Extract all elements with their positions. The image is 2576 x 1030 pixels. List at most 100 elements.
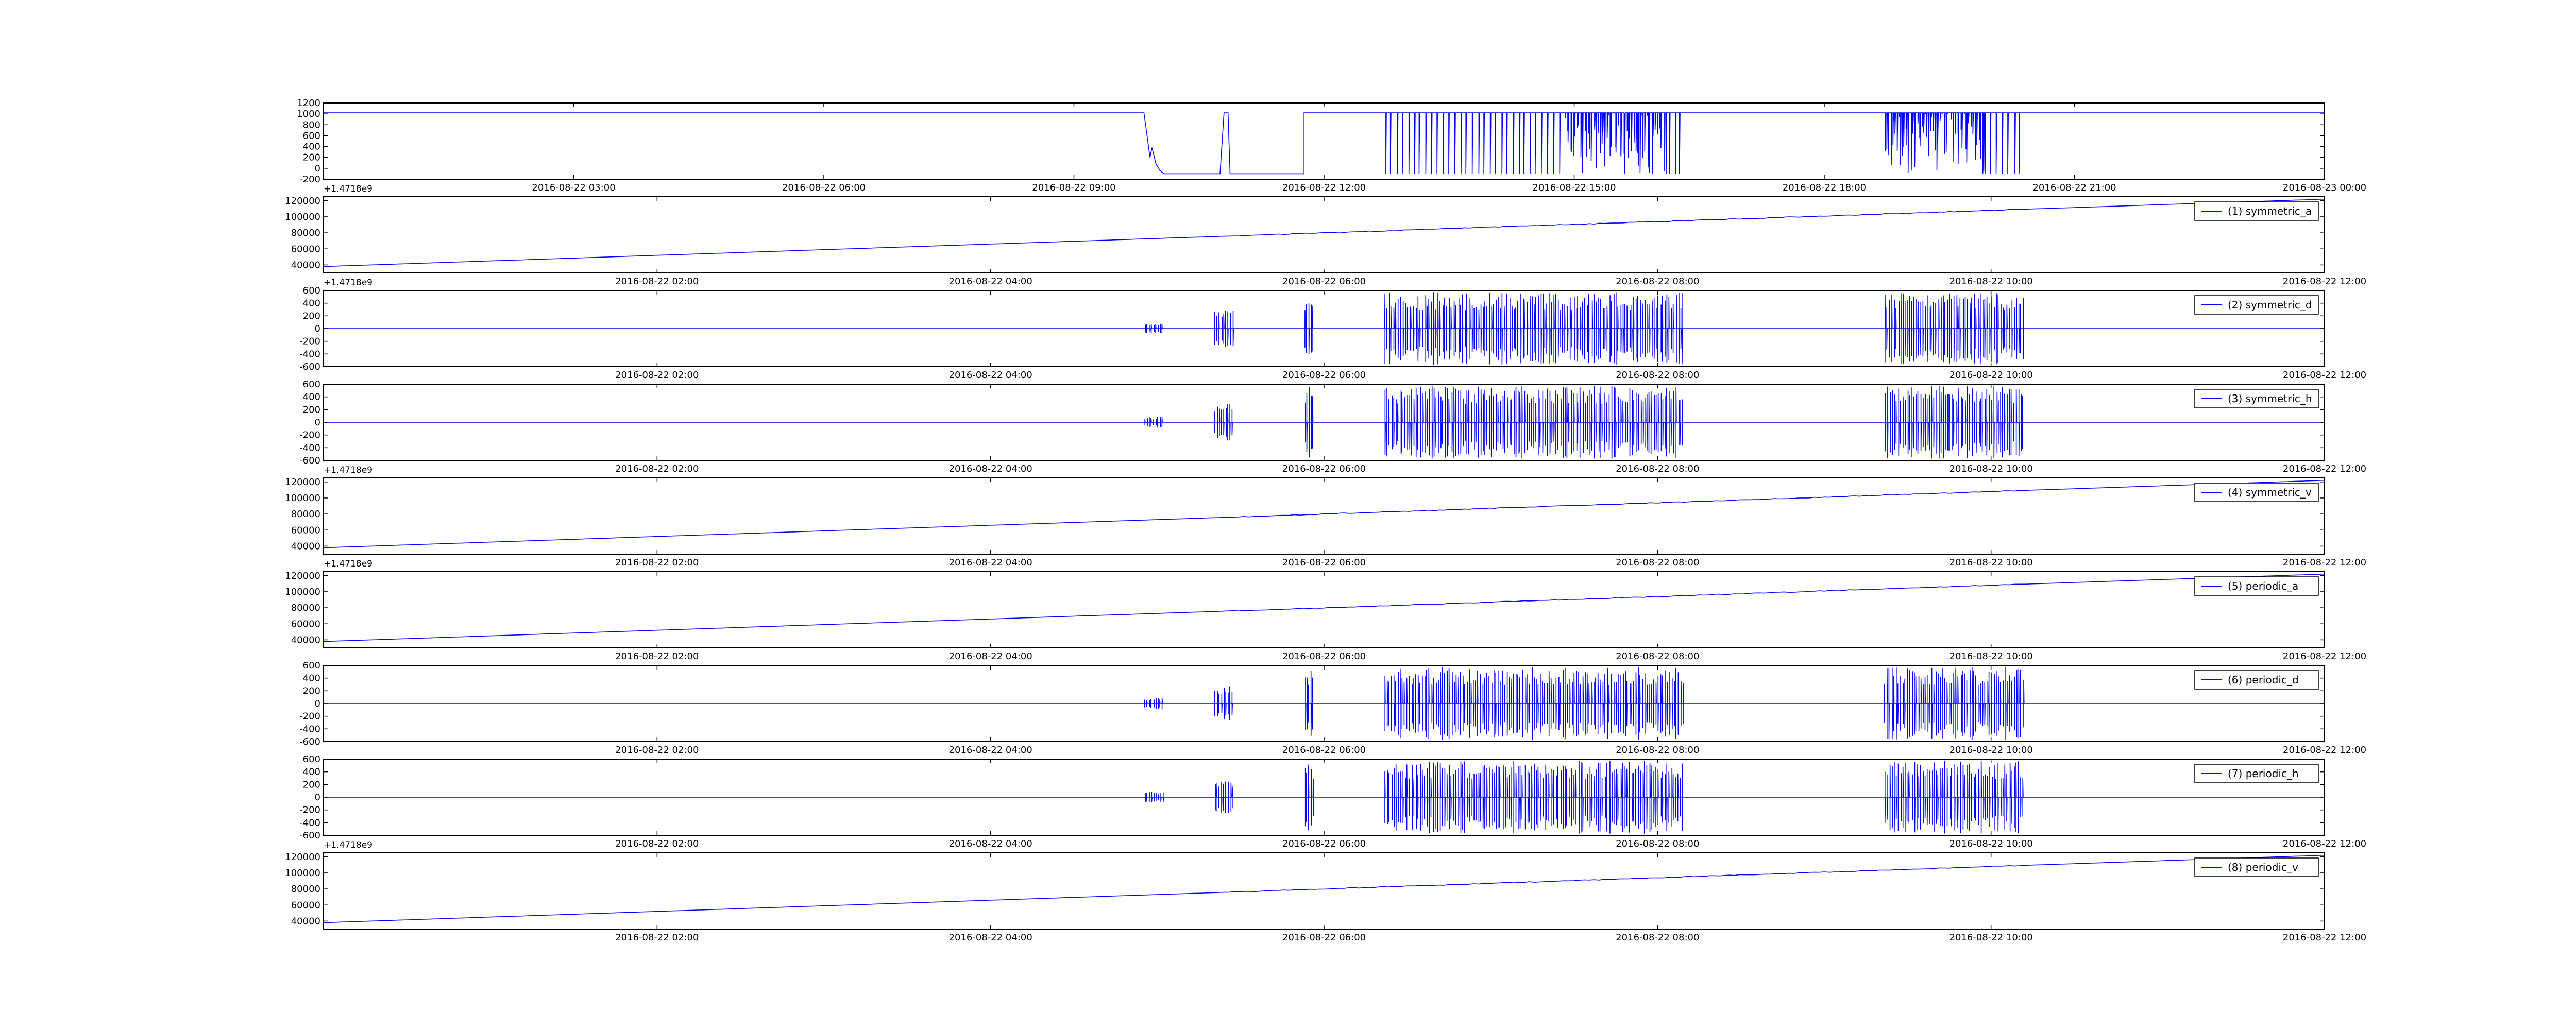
x-tick-label: 2016-08-22 06:00 <box>1282 745 1366 756</box>
y-tick-label: 0 <box>315 698 320 709</box>
x-tick-label: 2016-08-22 10:00 <box>1950 276 2033 287</box>
axes-frame-1 <box>323 102 2325 180</box>
x-tick-label: 2016-08-22 08:00 <box>1616 464 1699 474</box>
x-tick-label: 2016-08-22 04:00 <box>949 464 1032 474</box>
x-tick-label: 2016-08-22 18:00 <box>1783 182 1866 193</box>
x-tick-label: 2016-08-22 06:00 <box>1282 370 1366 381</box>
x-tick-label: 2016-08-22 10:00 <box>1950 932 2033 943</box>
y-tick-label: 120000 <box>285 852 320 863</box>
x-offset-label: +1.4718e9 <box>324 184 372 194</box>
x-tick-label: 2016-08-22 12:00 <box>2283 745 2366 756</box>
x-tick-label: 2016-08-22 02:00 <box>615 745 699 756</box>
x-tick-label: 2016-08-22 08:00 <box>1616 557 1699 568</box>
y-tick-label: -600 <box>299 362 320 372</box>
y-tick-label: 0 <box>315 163 320 174</box>
y-tick-label: 100000 <box>285 493 320 504</box>
y-tick-label: 600 <box>303 754 320 765</box>
y-tick-label: 100000 <box>285 212 320 222</box>
x-tick-label: 2016-08-22 02:00 <box>615 276 699 287</box>
x-offset-label: +1.4718e9 <box>324 559 372 569</box>
x-tick-label: 2016-08-22 12:00 <box>2283 651 2366 662</box>
y-tick-label: 400 <box>303 142 320 152</box>
y-tick-label: 200 <box>303 779 320 790</box>
legend-label-7: (6) periodic_d <box>2228 674 2299 686</box>
x-tick-label: 2016-08-22 12:00 <box>2283 557 2366 568</box>
y-tick-label: 400 <box>303 298 320 309</box>
y-tick-label: -200 <box>299 711 320 722</box>
x-tick-label: 2016-08-22 08:00 <box>1616 651 1699 662</box>
y-tick-label: 0 <box>315 323 320 334</box>
y-tick-label: 40000 <box>291 541 320 552</box>
y-tick-label: 40000 <box>291 916 320 926</box>
x-tick-label: 2016-08-22 09:00 <box>1032 182 1115 193</box>
y-tick-label: 100000 <box>285 868 320 879</box>
y-tick-label: 400 <box>303 392 320 403</box>
y-tick-label: 120000 <box>285 477 320 488</box>
subplot-9: 120000 100000 80000 60000 40000 2016-08-22 02… <box>285 852 2366 943</box>
y-tick-label: 80000 <box>291 509 320 520</box>
x-tick-label: 2016-08-22 12:00 <box>1282 182 1366 193</box>
x-tick-label: 2016-08-22 10:00 <box>1950 838 2033 849</box>
y-tick-label: -400 <box>299 817 320 828</box>
y-tick-label: -600 <box>299 830 320 841</box>
y-tick-label: 200 <box>303 311 320 321</box>
y-tick-label: 400 <box>303 767 320 778</box>
axes-frame-6 <box>323 571 2325 648</box>
y-tick-label: -200 <box>299 336 320 347</box>
data-line-4 <box>324 386 2325 459</box>
y-tick-label: 80000 <box>291 228 320 238</box>
x-tick-label: 2016-08-22 08:00 <box>1616 370 1699 381</box>
y-tick-label: -600 <box>299 736 320 747</box>
subplot-2: 120000 100000 80000 60000 40000 2016-08-22 02… <box>285 196 2366 288</box>
y-tick-label: -200 <box>299 174 320 185</box>
x-tick-label: 2016-08-22 12:00 <box>2283 932 2366 943</box>
y-tick-label: -400 <box>299 724 320 734</box>
x-tick-label: 2016-08-22 02:00 <box>615 838 699 849</box>
y-tick-label: 80000 <box>291 884 320 895</box>
x-tick-label: 2016-08-22 03:00 <box>532 182 615 193</box>
y-tick-label: 80000 <box>291 603 320 613</box>
y-tick-label: 400 <box>303 673 320 684</box>
x-tick-label: 2016-08-22 02:00 <box>615 370 699 381</box>
x-tick-label: 2016-08-22 02:00 <box>615 557 699 568</box>
y-tick-label: -200 <box>299 805 320 816</box>
x-tick-label: 2016-08-22 02:00 <box>615 651 699 662</box>
x-tick-label: 2016-08-22 10:00 <box>1950 464 2033 474</box>
y-tick-label: 1200 <box>297 98 320 109</box>
x-tick-label: 2016-08-22 06:00 <box>1282 838 1366 849</box>
y-tick-label: 0 <box>315 792 320 803</box>
x-tick-label: 2016-08-22 06:00 <box>1282 651 1366 662</box>
y-tick-label: 600 <box>303 379 320 390</box>
subplot-3: 600 400 200 0 -200 -400 -600 2016-08-22 02:00 20… <box>299 285 2366 381</box>
x-tick-label: 2016-08-22 06:00 <box>1282 276 1366 287</box>
x-offset-label: +1.4718e9 <box>324 465 372 475</box>
x-tick-label: 2016-08-22 10:00 <box>1950 370 2033 381</box>
y-tick-label: -600 <box>299 455 320 466</box>
x-tick-label: 2016-08-22 08:00 <box>1616 276 1699 287</box>
y-tick-label: 1000 <box>297 109 320 119</box>
y-tick-label: 120000 <box>285 571 320 581</box>
x-tick-label: 2016-08-22 08:00 <box>1616 745 1699 756</box>
data-line-5 <box>324 479 2325 548</box>
data-line-6 <box>324 573 2325 642</box>
x-tick-label: 2016-08-22 04:00 <box>949 745 1032 756</box>
x-tick-label: 2016-08-22 04:00 <box>949 557 1032 568</box>
y-tick-label: 100000 <box>285 587 320 597</box>
legend-label-4: (3) symmetric_h <box>2228 392 2312 405</box>
y-tick-label: 60000 <box>291 619 320 629</box>
subplot-5: 120000 100000 80000 60000 40000 2016-08-22 02… <box>285 477 2366 569</box>
y-tick-label: 200 <box>303 404 320 415</box>
data-line-1 <box>324 112 2325 175</box>
data-line-9 <box>324 854 2325 923</box>
legend-label-8: (7) periodic_h <box>2228 767 2299 780</box>
y-tick-label: 60000 <box>291 244 320 254</box>
data-line-8 <box>324 761 2325 834</box>
x-tick-label: 2016-08-23 00:00 <box>2283 182 2366 193</box>
y-tick-label: 60000 <box>291 900 320 911</box>
x-tick-label: 2016-08-22 08:00 <box>1616 838 1699 849</box>
y-tick-label: 60000 <box>291 525 320 536</box>
legend-label-9: (8) periodic_v <box>2228 861 2298 873</box>
axes-frame-5 <box>323 477 2325 555</box>
